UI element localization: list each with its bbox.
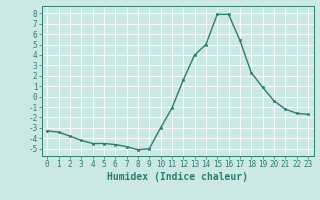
X-axis label: Humidex (Indice chaleur): Humidex (Indice chaleur) — [107, 172, 248, 182]
